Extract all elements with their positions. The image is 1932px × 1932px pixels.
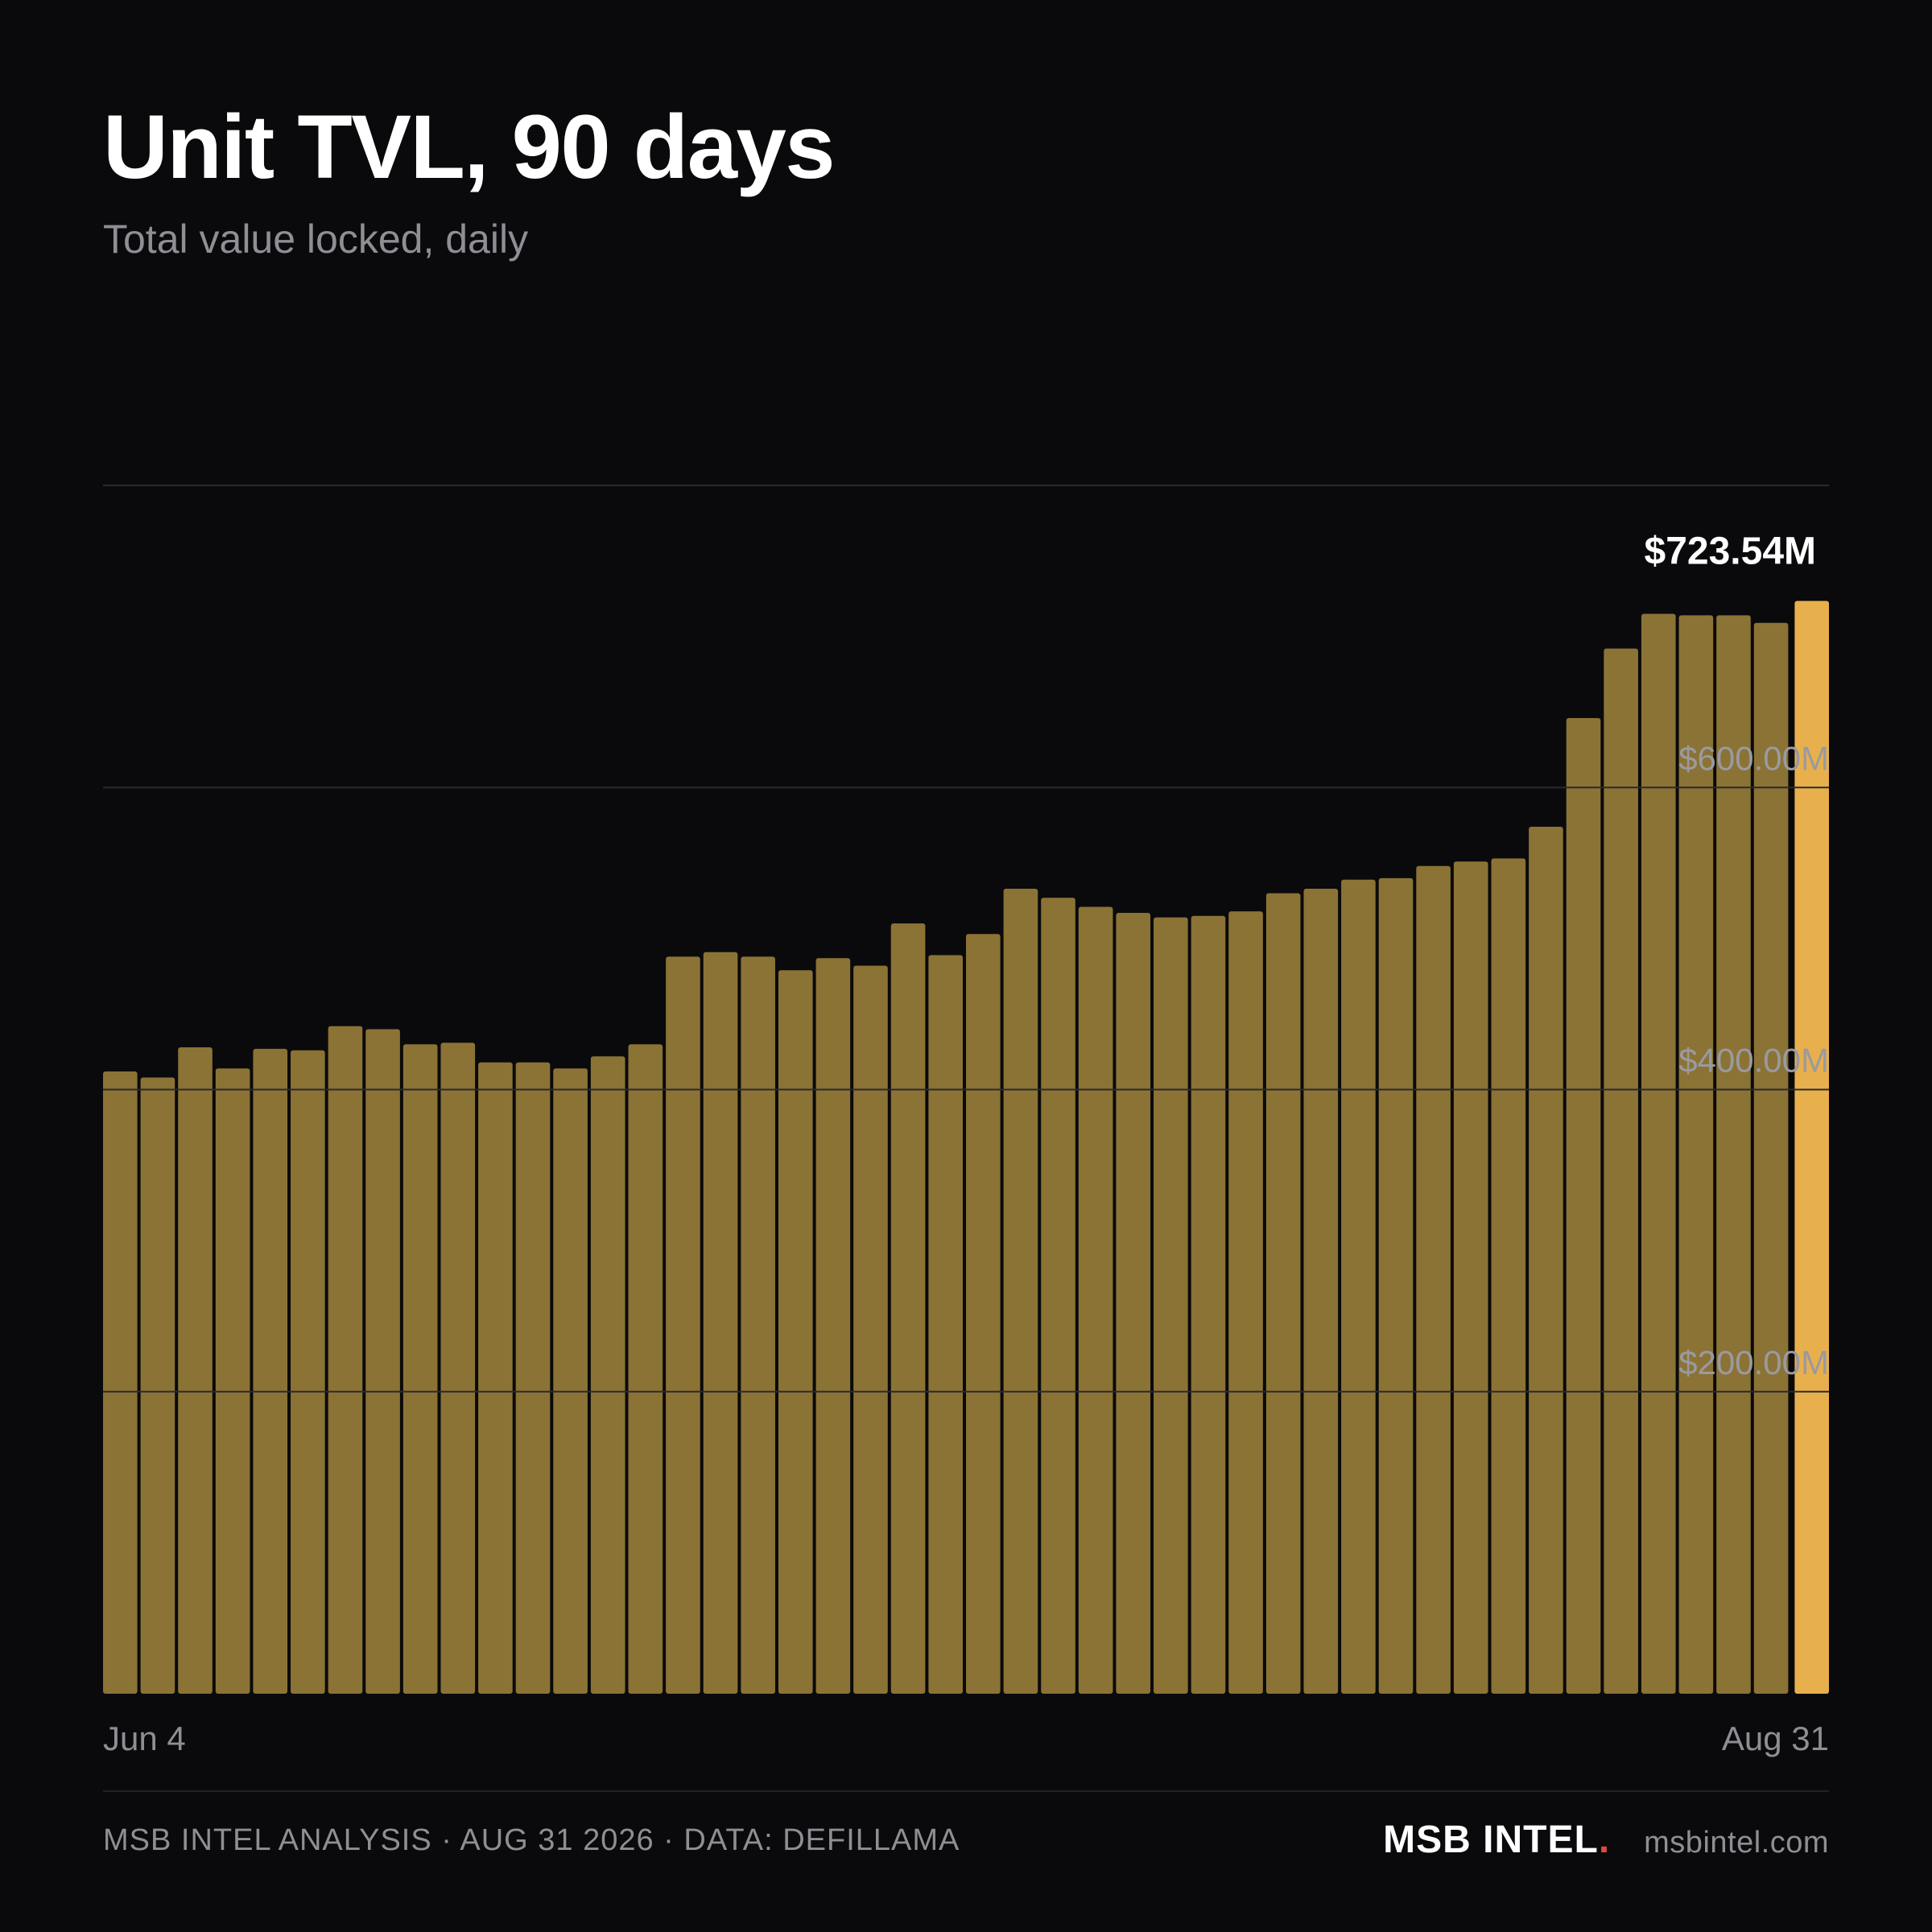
bar-chart: $200.00M $400.00M $600.00M Jun 4 Aug 31 $723.… <box>103 485 1829 1757</box>
y-tick-label: $600.00M <box>1678 739 1829 777</box>
footer-divider <box>103 1790 1829 1792</box>
bar <box>440 1042 476 1694</box>
bar <box>966 934 1001 1694</box>
footer-brand-block: MSB INTEL. msbintel.com <box>1383 1818 1829 1862</box>
bar <box>928 955 963 1694</box>
gridlines <box>103 485 1829 1393</box>
bar <box>778 970 813 1694</box>
chart-title: Unit TVL, 90 days <box>103 97 836 197</box>
bar <box>1641 613 1676 1694</box>
bar <box>1228 911 1263 1694</box>
bar <box>1303 888 1339 1694</box>
bar <box>853 965 888 1694</box>
bar <box>1154 917 1188 1694</box>
bar <box>291 1050 325 1694</box>
bar <box>1453 861 1488 1694</box>
x-start-label: Jun 4 <box>103 1719 186 1757</box>
bar-highlight <box>1794 601 1829 1695</box>
bar <box>328 1026 363 1694</box>
axis-labels: $200.00M $400.00M $600.00M Jun 4 Aug 31 $723.… <box>103 530 1829 1757</box>
bar <box>1529 827 1563 1694</box>
bar <box>628 1044 663 1694</box>
bar <box>741 956 775 1694</box>
y-tick-label: $400.00M <box>1678 1042 1829 1080</box>
highlight-value-label: $723.54M <box>1645 530 1817 572</box>
bar <box>1078 906 1113 1694</box>
bar <box>365 1029 400 1694</box>
bar <box>1678 615 1714 1694</box>
bar <box>703 952 738 1694</box>
bar <box>1753 622 1789 1694</box>
bar <box>478 1062 513 1694</box>
bar <box>1416 865 1451 1694</box>
bar <box>1716 615 1751 1694</box>
brand-logo: MSB INTEL. <box>1383 1818 1610 1862</box>
bar <box>215 1068 250 1694</box>
y-tick-label: $200.00M <box>1678 1344 1829 1381</box>
bars <box>103 601 1829 1695</box>
bar <box>553 1068 588 1694</box>
bar <box>402 1044 438 1694</box>
brand-name: MSB INTEL <box>1383 1818 1599 1861</box>
bar <box>1378 877 1414 1694</box>
bar <box>1041 898 1075 1694</box>
footer-credit: MSB INTEL ANALYSIS · AUG 31 2026 · DATA:… <box>103 1823 960 1857</box>
brand-dot: . <box>1598 1818 1611 1861</box>
bar <box>1604 648 1638 1694</box>
bar <box>140 1077 175 1694</box>
bar <box>1491 858 1526 1694</box>
bar <box>666 956 700 1694</box>
bar <box>1265 893 1301 1694</box>
bar <box>178 1046 213 1694</box>
bar <box>890 923 926 1694</box>
bar <box>1341 879 1376 1694</box>
bar <box>1116 912 1151 1694</box>
bar <box>515 1062 551 1694</box>
bar <box>590 1056 625 1694</box>
x-end-label: Aug 31 <box>1722 1719 1829 1757</box>
bar <box>815 958 851 1694</box>
site-link[interactable]: msbintel.com <box>1644 1826 1829 1860</box>
bar <box>1566 717 1601 1695</box>
bar <box>103 1071 138 1694</box>
bar <box>1003 888 1038 1694</box>
bar <box>1191 915 1226 1694</box>
chart-subtitle: Total value locked, daily <box>103 217 529 262</box>
bar <box>253 1048 288 1694</box>
